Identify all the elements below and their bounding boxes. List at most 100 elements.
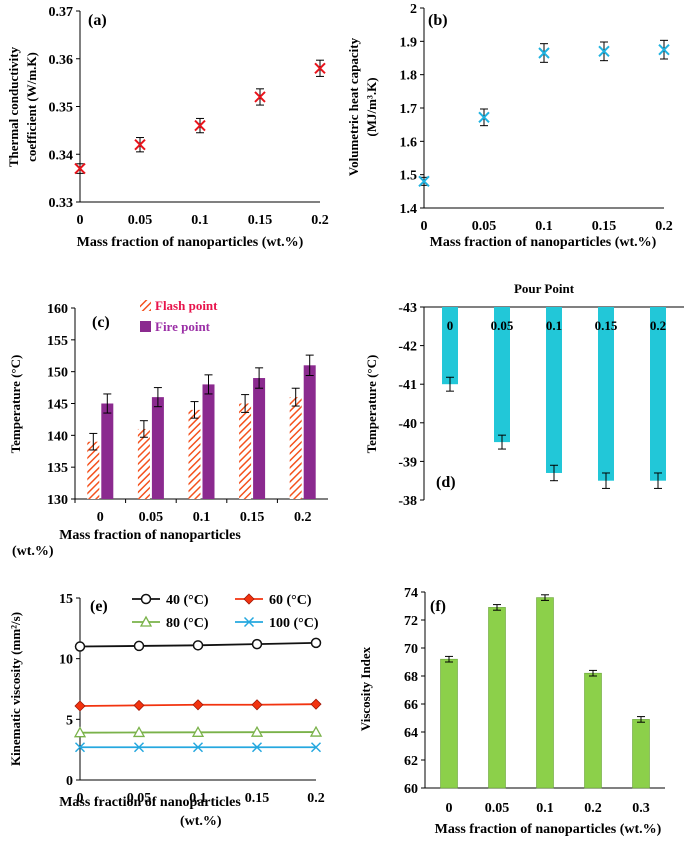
panel-e-marker-40c (74, 641, 86, 652)
panel-c-flash-fire-point: (c) Flash point Fire point Temperature (… (8, 298, 328, 559)
panel-b-data-point (658, 43, 670, 56)
panel-e-tag: (e) (90, 598, 108, 615)
panel-c-tag: (c) (92, 314, 110, 331)
panel-c-ytick-label: 155 (47, 334, 68, 349)
panel-e-xlabel-line1: Mass fraction of nanoparticles (59, 795, 241, 810)
panel-f-ytick-label: 62 (404, 754, 418, 769)
panel-b-xtick-label: 0.15 (592, 219, 617, 234)
panel-e-marker-60c (243, 593, 255, 605)
panel-e-ytick-label: 5 (66, 713, 73, 728)
panel-c-xtick-label: 0 (97, 510, 104, 525)
panel-e-marker-40c (251, 638, 263, 650)
panel-d-ytick-label: -39 (398, 455, 417, 470)
panel-a-tag: (a) (88, 12, 107, 29)
panel-a-data-point (74, 162, 86, 175)
panel-e-marker-60c (310, 698, 322, 710)
panel-e-marker-80c (250, 725, 264, 737)
panel-e-ytick-label: 0 (66, 774, 73, 789)
panel-d-category-label: 0.1 (546, 318, 562, 333)
panel-d-ytick-label: -42 (398, 340, 417, 355)
legend-label-fire-point: Fire point (155, 319, 211, 334)
panel-a-data-point (134, 138, 146, 151)
panel-e-marker-80c (191, 725, 205, 737)
panel-b-ytick-label: 1.7 (400, 102, 418, 117)
panel-b-ylabel-line2: (MJ/m³.K) (364, 77, 379, 136)
panel-e-marker-60c (251, 699, 263, 711)
panel-b-data-point (538, 47, 550, 59)
panel-f-ytick-label: 66 (404, 698, 418, 713)
panel-d-category-label: 0 (447, 318, 454, 333)
panel-e-marker-80c (73, 726, 87, 738)
panel-c-xtick-label: 0.1 (193, 510, 211, 525)
panel-a-ytick-label: 0.35 (49, 101, 74, 116)
panel-f-xtick-label: 0 (446, 801, 453, 816)
panel-e-marker-60c (192, 699, 204, 711)
panel-a-xtick-label: 0.05 (128, 213, 153, 228)
panel-b-ytick-label: 1.8 (400, 69, 418, 84)
panel-a-ytick-label: 0.36 (49, 53, 74, 68)
panel-e-marker-80c (309, 725, 323, 737)
panel-e-xtick-label: 0.05 (127, 791, 152, 806)
legend-swatch-fire-point (140, 321, 151, 332)
panel-f-xtick-label: 0.05 (485, 801, 510, 816)
panel-a-ylabel-line1: Thermal conductivity (6, 46, 21, 167)
panel-e-xtick-label: 0 (77, 791, 84, 806)
panel-d-title: Pour Point (514, 281, 575, 296)
panel-e-legend-label-40c: 40 (°C) (166, 593, 209, 608)
panel-e-xlabel-line2: (wt.%) (180, 814, 222, 829)
panel-f-ytick-label: 68 (404, 670, 418, 685)
panel-c-flash-point-bar (87, 441, 100, 499)
panel-c-ylabel: Temperature (°C) (8, 355, 23, 454)
panel-a-ytick-label: 0.33 (49, 196, 74, 211)
panel-c-ytick-label: 145 (47, 398, 68, 413)
panel-e-marker-100c (251, 742, 263, 753)
panel-c-fire-point-bar (101, 403, 114, 499)
legend-swatch-flash-point (140, 300, 151, 311)
panel-b-data-point (478, 111, 490, 124)
panel-b-data-point (598, 45, 610, 58)
panel-a-xtick-label: 0.2 (311, 213, 329, 228)
panel-b-ytick-label: 1.9 (400, 35, 418, 50)
panel-b-ytick-label: 1.5 (400, 169, 418, 184)
panel-e-xtick-label: 0.1 (189, 791, 207, 806)
panel-d-category-label: 0.05 (491, 318, 514, 333)
panel-d-pour-point-bar (598, 307, 614, 481)
panel-a-data-point (314, 62, 326, 75)
panel-e-marker-40c (310, 637, 322, 649)
panel-e-legend-label-80c: 80 (°C) (166, 616, 209, 631)
panel-d-ylabel: Temperature (°C) (364, 355, 379, 454)
panel-e-ytick-label: 10 (59, 653, 73, 668)
panel-c-flash-point-bar (188, 409, 201, 499)
panel-c-fire-point-bar (253, 378, 266, 499)
panel-d-pour-point-bar (650, 307, 666, 481)
panel-b-ytick-label: 1.6 (400, 135, 418, 150)
panel-a-data-point (254, 91, 266, 103)
panel-d-pour-point-bar (494, 307, 510, 443)
panel-e-ytick-label: 15 (59, 592, 73, 607)
panel-a-xtick-label: 0 (77, 213, 84, 228)
panel-c-xtick-label: 0.15 (240, 510, 265, 525)
panel-c-ytick-label: 130 (47, 493, 68, 508)
panel-f-viscosity-index-bar (632, 719, 650, 789)
panel-f-viscosity-index-bar (584, 672, 602, 789)
panel-b-ytick-label: 2 (410, 2, 417, 17)
panel-e-marker-60c (74, 700, 86, 712)
panel-a-xtick-label: 0.1 (191, 213, 209, 228)
panel-a-xlabel: Mass fraction of nanoparticles (wt.%) (77, 235, 304, 250)
panel-c-ytick-label: 140 (47, 429, 68, 444)
panel-b-xtick-label: 0.1 (535, 219, 553, 234)
panel-b-xlabel: Mass fraction of nanoparticles (wt.%) (430, 235, 657, 250)
panel-c-fire-point-bar (151, 397, 164, 499)
panel-f-viscosity-index-bar (536, 597, 554, 789)
panel-d-pour-point-bar (546, 307, 562, 473)
panel-c-fire-point-bar (303, 365, 316, 499)
panel-f-ytick-label: 72 (404, 614, 418, 629)
panel-e-marker-40c (133, 640, 145, 652)
panel-d-ytick-label: -38 (398, 494, 417, 509)
panel-e-ylabel: Kinematic viscosity (mm²/s) (8, 612, 23, 766)
panel-c-xtick-label: 0.05 (139, 510, 164, 525)
panel-f-viscosity-index-bar (440, 658, 458, 789)
panel-c-flash-point-bar (289, 397, 302, 499)
panel-d-ytick-label: -40 (398, 417, 417, 432)
panel-f-xtick-label: 0.2 (584, 801, 602, 816)
